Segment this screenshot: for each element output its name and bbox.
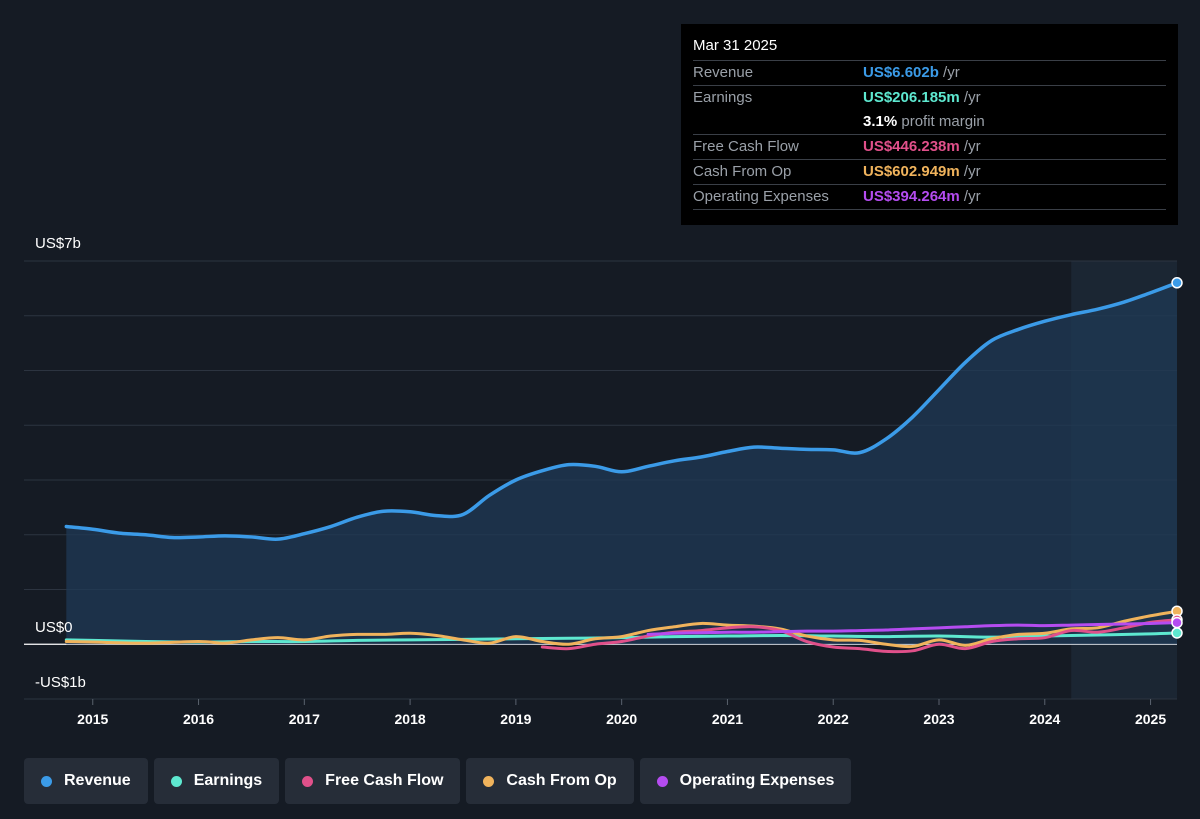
tooltip-row-revenue: Revenue US$6.602b /yr bbox=[693, 60, 1166, 85]
legend-item-free-cash-flow[interactable]: Free Cash Flow bbox=[285, 758, 461, 804]
x-tick-label: 2024 bbox=[1029, 711, 1060, 727]
tooltip-value: US$394.264m bbox=[863, 188, 960, 205]
legend-label: Cash From Op bbox=[506, 772, 617, 789]
legend: Revenue Earnings Free Cash Flow Cash Fro… bbox=[24, 758, 852, 804]
y-label-top: US$7b bbox=[35, 235, 81, 252]
legend-label: Operating Expenses bbox=[679, 772, 835, 789]
tooltip-key: Operating Expenses bbox=[693, 188, 829, 205]
tooltip-unit: /yr bbox=[959, 163, 981, 180]
x-tick-label: 2023 bbox=[923, 711, 954, 727]
legend-dot-icon bbox=[302, 775, 314, 787]
tooltip-row-earnings: Earnings US$206.185m /yr bbox=[693, 85, 1166, 110]
tooltip-key: Cash From Op bbox=[693, 163, 792, 180]
y-label-bottom: -US$1b bbox=[35, 674, 86, 691]
tooltip-row-fcf: Free Cash Flow US$446.238m /yr bbox=[693, 134, 1166, 159]
legend-item-operating-expenses[interactable]: Operating Expenses bbox=[639, 758, 852, 804]
revenue-line bbox=[64, 281, 1179, 541]
legend-label: Revenue bbox=[64, 772, 131, 789]
tooltip-value: US$6.602b bbox=[863, 64, 939, 81]
free-cash-flow-line bbox=[540, 618, 1179, 654]
revenue-end-point bbox=[1171, 277, 1183, 289]
legend-dot-icon bbox=[483, 775, 495, 787]
legend-dot-icon bbox=[170, 775, 182, 787]
tooltip-unit: /yr bbox=[959, 138, 981, 155]
earnings-end-point bbox=[1171, 627, 1183, 639]
tooltip-value: 3.1% bbox=[863, 113, 898, 130]
tooltip-value: US$602.949m bbox=[863, 163, 960, 180]
x-tick-label: 2020 bbox=[606, 711, 637, 727]
legend-label: Earnings bbox=[193, 772, 263, 789]
tooltip-row-cfo: Cash From Op US$602.949m /yr bbox=[693, 159, 1166, 184]
tooltip-key: Earnings bbox=[693, 89, 753, 106]
tooltip-row-margin: 3.1% profit margin bbox=[693, 110, 1166, 134]
tooltip-unit: /yr bbox=[938, 64, 960, 81]
operating-expenses-line bbox=[646, 621, 1179, 636]
tooltip-value: US$446.238m bbox=[863, 138, 960, 155]
tooltip-value: US$206.185m bbox=[863, 89, 960, 106]
x-tick-label: 2016 bbox=[183, 711, 214, 727]
tooltip-unit: /yr bbox=[959, 89, 981, 106]
tooltip-unit: /yr bbox=[959, 188, 981, 205]
legend-item-earnings[interactable]: Earnings bbox=[153, 758, 280, 804]
revenue-area bbox=[66, 282, 1178, 645]
x-tick-label: 2018 bbox=[395, 711, 426, 727]
x-tick-label: 2025 bbox=[1135, 711, 1166, 727]
y-label-zero: US$0 bbox=[35, 619, 73, 636]
tooltip-key bbox=[693, 110, 863, 134]
x-tick-label: 2021 bbox=[712, 711, 743, 727]
tooltip-panel: Mar 31 2025 Revenue US$6.602b /yr Earnin… bbox=[681, 24, 1178, 225]
x-tick-label: 2022 bbox=[818, 711, 849, 727]
cash-from-op-line bbox=[64, 609, 1179, 649]
legend-item-cash-from-op[interactable]: Cash From Op bbox=[466, 758, 634, 804]
tooltip-unit: profit margin bbox=[897, 113, 985, 130]
x-tick-label: 2015 bbox=[77, 711, 108, 727]
tooltip-key: Revenue bbox=[693, 64, 754, 81]
tooltip-key: Free Cash Flow bbox=[693, 138, 799, 155]
legend-dot-icon bbox=[656, 775, 668, 787]
operating-expenses-end-point bbox=[1171, 616, 1183, 629]
x-tick-label: 2019 bbox=[500, 711, 531, 727]
legend-dot-icon bbox=[41, 775, 52, 787]
tooltip-date: Mar 31 2025 bbox=[693, 37, 778, 54]
tooltip-row-opex: Operating Expenses US$394.264m /yr bbox=[693, 184, 1166, 210]
legend-label: Free Cash Flow bbox=[325, 772, 444, 789]
x-tick-label: 2017 bbox=[289, 711, 320, 727]
legend-item-revenue[interactable]: Revenue bbox=[24, 758, 148, 804]
